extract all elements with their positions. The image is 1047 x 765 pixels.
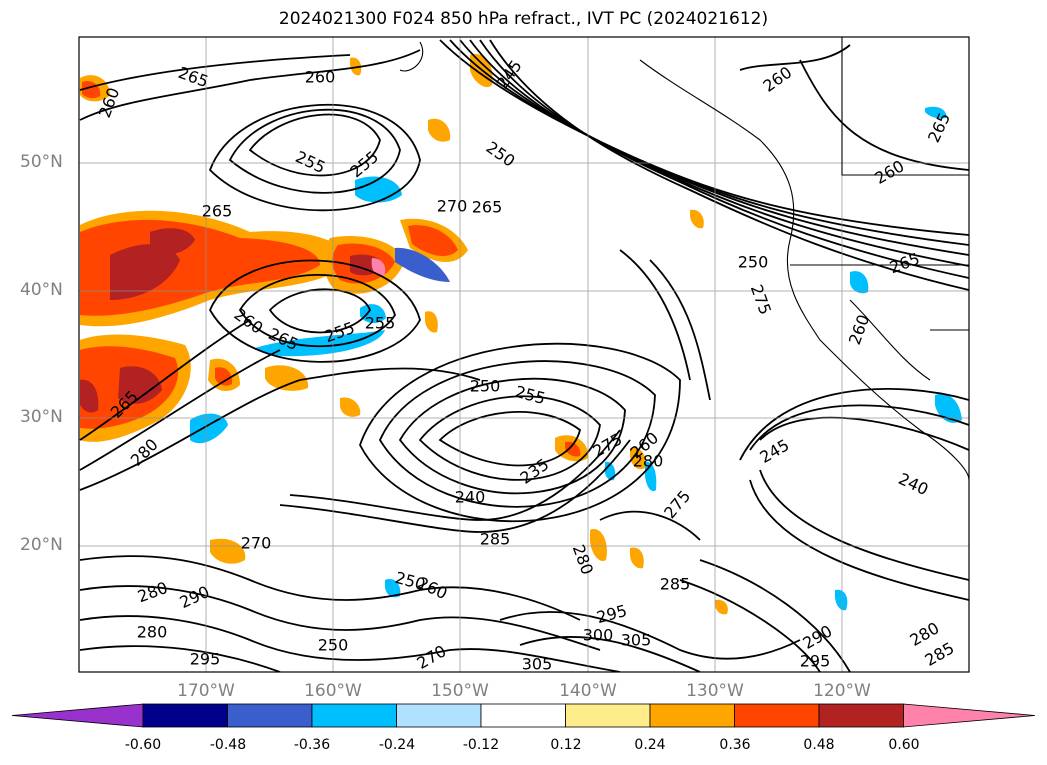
colorbar-segment — [480, 703, 566, 728]
contour-label: 260 — [305, 68, 336, 87]
lon-label-140w: 140°W — [559, 681, 617, 701]
colorbar-tick: -0.36 — [293, 737, 331, 753]
colorbar-segment — [734, 703, 820, 728]
contour-label: 255 — [365, 314, 396, 333]
lon-label-130w: 130°W — [686, 681, 744, 701]
colorbar-tick: 0.60 — [888, 737, 920, 753]
colorbar-segment — [142, 703, 228, 728]
colorbar-tick: -0.24 — [378, 737, 416, 753]
refractivity-contours — [79, 39, 969, 672]
graticule — [79, 37, 969, 672]
colorbar-extend-min — [11, 703, 144, 728]
contour-label: 280 — [633, 452, 664, 471]
lon-label-160w: 160°W — [304, 681, 362, 701]
colorbar-segment — [565, 703, 651, 728]
lon-label-170w: 170°W — [177, 681, 235, 701]
contour-label: 295 — [190, 650, 221, 669]
contour-label: 305 — [621, 631, 652, 650]
lon-label-150w: 150°W — [431, 681, 489, 701]
colorbar — [11, 703, 1036, 728]
contour-label: 285 — [480, 530, 511, 549]
contour-label: 250 — [318, 636, 349, 655]
colorbar-segment — [396, 703, 482, 728]
colorbar-tick: -0.48 — [209, 737, 247, 753]
map-title: 2024021300 F024 850 hPa refract., IVT PC… — [278, 9, 769, 29]
lat-label-20n: 20°N — [20, 535, 63, 555]
ivt-shading — [80, 54, 962, 615]
coastline — [399, 37, 969, 481]
lat-label-30n: 30°N — [20, 407, 63, 427]
contour-label: 300 — [583, 626, 614, 645]
lat-label-40n: 40°N — [20, 280, 63, 300]
colorbar-segment — [818, 703, 904, 728]
colorbar-tick: -0.60 — [124, 737, 162, 753]
contour-label: 305 — [522, 655, 553, 674]
contour-label: 240 — [455, 488, 486, 507]
colorbar-tick: 0.48 — [803, 737, 835, 753]
colorbar-tick: 0.36 — [719, 737, 751, 753]
lon-label-120w: 120°W — [813, 681, 871, 701]
colorbar-segment — [649, 703, 735, 728]
colorbar-tick: 0.12 — [550, 737, 582, 753]
contour-label: 285 — [660, 575, 691, 594]
map-background — [79, 37, 969, 672]
contour-label: 250 — [470, 377, 501, 396]
contour-label: 270 — [241, 534, 272, 553]
contour-label: 265 — [202, 202, 233, 221]
contour-label: 265 — [472, 198, 503, 217]
map-frame — [78, 36, 970, 673]
colorbar-tick: -0.12 — [462, 737, 500, 753]
contour-label: 270 — [437, 197, 468, 216]
contour-label: 295 — [800, 652, 831, 671]
colorbar-tick: 0.24 — [634, 737, 666, 753]
colorbar-segment — [311, 703, 397, 728]
colorbar-segment — [227, 703, 313, 728]
colorbar-extend-max — [903, 703, 1036, 728]
contour-label: 250 — [738, 253, 769, 272]
contour-label: 280 — [137, 623, 168, 642]
lat-label-50n: 50°N — [20, 152, 63, 172]
